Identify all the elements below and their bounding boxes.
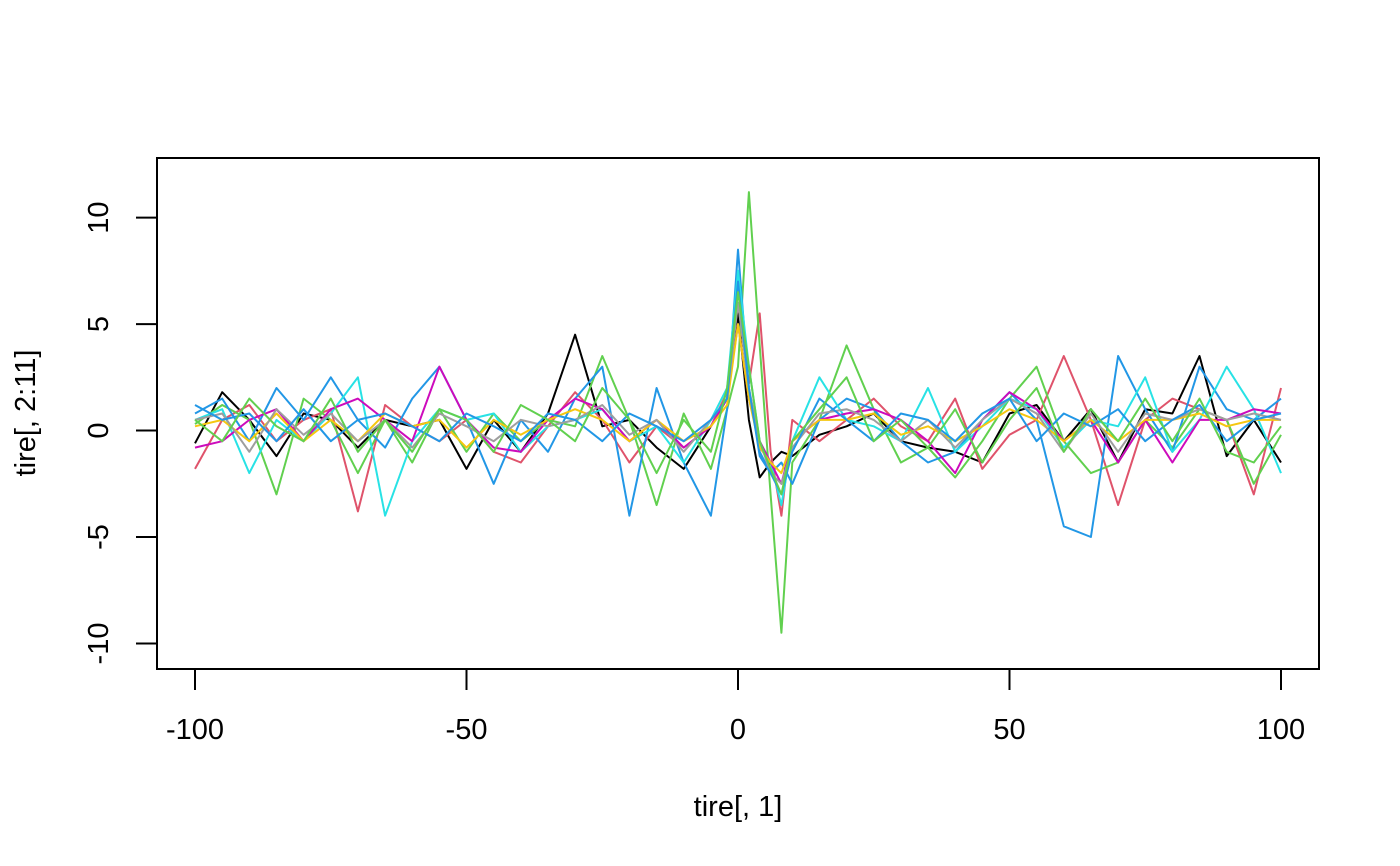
y-tick-label: 10 [83, 201, 115, 233]
y-tick-label: -10 [83, 623, 115, 665]
x-tick-label: -50 [446, 714, 488, 746]
x-tick-label: 50 [993, 714, 1025, 746]
series-line-6 [194, 323, 1282, 485]
series-line-3 [194, 191, 1282, 634]
x-axis: -100 -50 0 50 100 [166, 668, 1305, 746]
x-tick-label: 100 [1257, 714, 1305, 746]
y-tick-label: 5 [83, 316, 115, 332]
series-line-10 [194, 291, 1282, 496]
y-axis: -10 -5 0 5 10 [83, 201, 158, 665]
x-tick-label: 0 [730, 714, 746, 746]
y-tick-label: -5 [83, 524, 115, 550]
y-tick-label: 0 [83, 422, 115, 438]
series-lines [194, 191, 1282, 634]
series-line-1 [194, 312, 1282, 479]
y-axis-title: tire[, 2:11] [10, 350, 42, 477]
x-tick-label: -100 [166, 714, 224, 746]
x-axis-title: tire[, 1] [694, 791, 783, 823]
